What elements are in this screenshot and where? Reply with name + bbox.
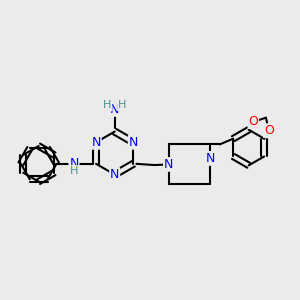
Text: N: N (92, 136, 101, 149)
Text: N: N (206, 152, 215, 165)
Text: N: N (129, 136, 138, 149)
Text: N: N (110, 103, 119, 116)
Text: N: N (164, 158, 173, 171)
Text: H: H (103, 100, 112, 110)
Text: H: H (118, 100, 126, 110)
Text: O: O (248, 115, 258, 128)
Text: N: N (69, 157, 79, 170)
Text: O: O (264, 124, 274, 137)
Text: H: H (70, 166, 78, 176)
Text: N: N (110, 168, 119, 181)
